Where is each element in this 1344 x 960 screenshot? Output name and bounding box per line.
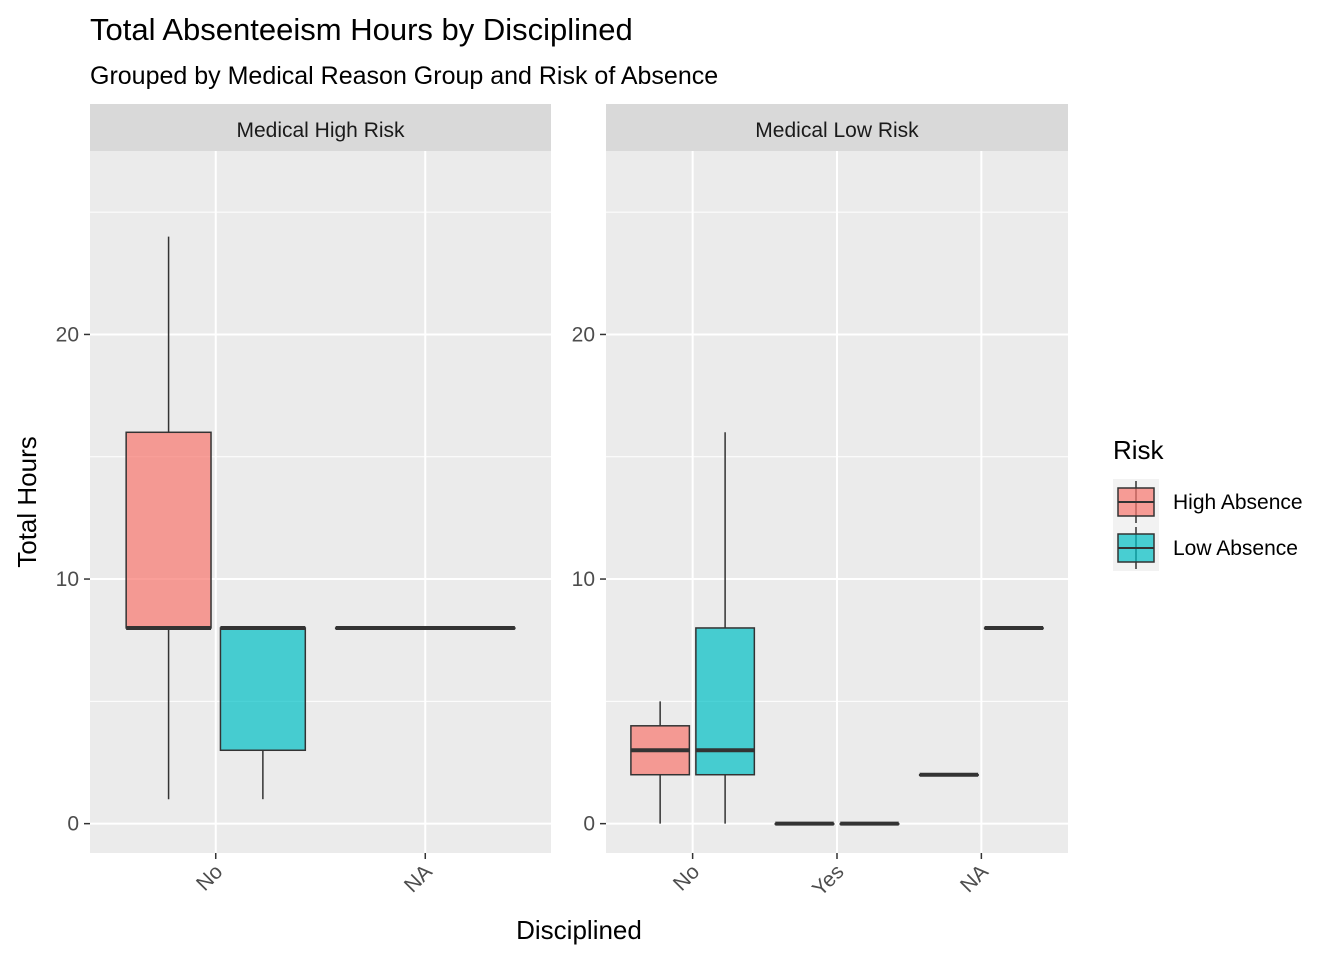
- box-body: [695, 627, 756, 776]
- box: [630, 701, 691, 824]
- y-tick-label: 20: [572, 323, 595, 346]
- facet-strip: [606, 104, 1068, 151]
- facet-strip-label: Medical Low Risk: [755, 119, 919, 142]
- y-tick-label: 0: [67, 813, 79, 836]
- legend-entry: High Absence: [1113, 479, 1303, 525]
- chart-title: Total Absenteeism Hours by Disciplined: [90, 12, 633, 47]
- facet-strip: [90, 104, 551, 151]
- legend-title: Risk: [1113, 435, 1165, 465]
- y-tick-label: 10: [572, 568, 595, 591]
- box: [334, 625, 516, 630]
- chart-subtitle: Grouped by Medical Reason Group and Risk…: [90, 62, 718, 90]
- y-tick-label: 10: [56, 568, 79, 591]
- box: [219, 625, 307, 800]
- box: [774, 821, 835, 826]
- box-body: [219, 627, 307, 752]
- box-body: [125, 431, 212, 629]
- box: [918, 772, 979, 777]
- y-tick-label: 0: [583, 813, 595, 836]
- box: [695, 432, 756, 824]
- legend-entry-label: High Absence: [1173, 491, 1303, 514]
- y-axis-label: Total Hours: [12, 436, 42, 568]
- y-tick-label: 20: [56, 323, 79, 346]
- legend-entry-label: Low Absence: [1173, 537, 1298, 560]
- x-axis-label: Disciplined: [516, 915, 642, 945]
- box: [839, 821, 900, 826]
- legend-entry: Low Absence: [1113, 525, 1298, 571]
- legend: Risk High Absence Low Absence: [1113, 435, 1303, 571]
- box: [983, 625, 1044, 630]
- box: [125, 236, 212, 800]
- facet-strip-label: Medical High Risk: [236, 119, 405, 142]
